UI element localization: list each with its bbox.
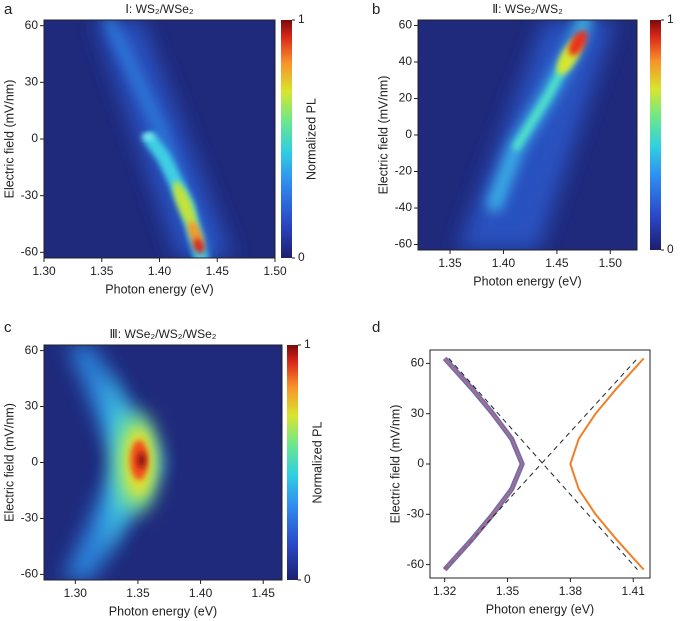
x-tick-label: 1.30: [64, 586, 88, 600]
x-tick-label: 1.40: [148, 264, 172, 278]
x-axis-label: Photon energy (eV): [105, 282, 213, 296]
x-tick-label: 1.40: [492, 256, 516, 270]
colorbar: [287, 345, 298, 580]
panel-title: Ⅱ: WSe₂/WS₂: [492, 2, 563, 16]
y-axis-label: Electric field (mV/nm): [376, 76, 390, 195]
x-axis-label: Photon energy (eV): [486, 602, 594, 616]
y-tick-label: 30: [411, 406, 425, 420]
heatmap-feature: [568, 30, 588, 56]
series-line: [569, 357, 645, 571]
x-tick-label: 1.45: [252, 586, 276, 600]
x-axis-label: Photon energy (eV): [109, 604, 217, 618]
x-tick-label: 1.50: [263, 264, 287, 278]
heatmap: [418, 20, 637, 250]
y-tick-label: 30: [25, 75, 39, 89]
x-tick-label: 1.32: [433, 584, 457, 598]
heatmap-feature: [173, 181, 197, 230]
y-tick-label: -60: [395, 237, 413, 251]
y-tick-label: 60: [25, 18, 39, 32]
panel: c Ⅲ: WSe₂/WS₂/WSe₂ 0 1 Normalized PL 1.30 1.35…: [2, 319, 324, 618]
panel: b Ⅱ: WSe₂/WS₂ 0 1 1.35 1.40 1.45 1.50 -60 -40 -20 0…: [372, 1, 674, 288]
colorbar-tick-label: 0: [298, 250, 305, 264]
y-tick-label: 60: [25, 343, 39, 357]
y-tick-label: 0: [405, 127, 412, 141]
heatmap: [44, 345, 282, 580]
x-tick-label: 1.45: [206, 264, 230, 278]
colorbar-tick-label: 1: [667, 12, 674, 26]
y-tick-label: -60: [21, 567, 39, 581]
series-line: [442, 356, 525, 572]
y-tick-label: 40: [399, 54, 413, 68]
x-tick-label: 1.35: [90, 264, 114, 278]
plot-frame: [429, 349, 651, 579]
heatmap-feature: [141, 133, 154, 140]
x-tick-label: 1.40: [189, 586, 213, 600]
x-axis-label: Photon energy (eV): [473, 274, 581, 288]
x-tick-label: 1.41: [622, 584, 646, 598]
x-tick-label: 1.35: [126, 586, 150, 600]
x-tick-label: 1.38: [559, 584, 583, 598]
x-tick-label: 1.45: [545, 256, 569, 270]
panel-letter: c: [4, 319, 12, 336]
y-tick-label: 20: [399, 91, 413, 105]
panel: d 1.32 1.35 1.38 1.41 -60 -30 0 30 60 Photon energ…: [372, 319, 651, 616]
colorbar-tick-label: 0: [304, 572, 311, 586]
series-line-inner: [444, 357, 524, 571]
y-tick-label: 0: [31, 131, 38, 145]
panel-title: Ⅰ: WS₂/WSe₂: [125, 2, 194, 16]
colorbar-tick-label: 0: [667, 242, 674, 256]
panel-letter: d: [372, 319, 380, 336]
y-axis-label: Electric field (mV/nm): [2, 403, 16, 522]
heatmap-feature: [193, 238, 205, 254]
panel-letter: a: [4, 1, 13, 18]
colorbar-tick-label: 1: [298, 12, 305, 26]
panel: a Ⅰ: WS₂/WSe₂ 0 1 Normalized PL 1.30 1.35 1.40 1…: [2, 1, 318, 296]
y-tick-label: 60: [399, 18, 413, 32]
y-tick-label: 0: [31, 455, 38, 469]
colorbar: [281, 20, 292, 258]
y-tick-label: 30: [25, 399, 39, 413]
y-axis-label: Electric field (mV/nm): [388, 405, 402, 524]
y-tick-label: -40: [395, 200, 413, 214]
y-tick-label: 0: [417, 456, 424, 470]
y-tick-label: -30: [21, 511, 39, 525]
series-line: [448, 358, 638, 570]
y-tick-label: 60: [411, 356, 425, 370]
panel-title: Ⅲ: WSe₂/WS₂/WSe₂: [110, 327, 217, 341]
y-tick-label: -30: [407, 506, 425, 520]
colorbar-label: Normalized PL: [310, 421, 324, 503]
y-axis-label: Electric field (mV/nm): [2, 80, 16, 199]
x-tick-label: 1.35: [438, 256, 462, 270]
x-tick-label: 1.30: [32, 264, 56, 278]
y-tick-label: -60: [21, 245, 39, 259]
y-tick-label: -20: [395, 164, 413, 178]
colorbar-tick-label: 1: [304, 337, 311, 351]
x-tick-label: 1.35: [496, 584, 520, 598]
colorbar-label: Normalized PL: [304, 98, 318, 180]
x-tick-label: 1.50: [599, 256, 623, 270]
heatmap-feature: [137, 452, 146, 469]
y-tick-label: -60: [407, 557, 425, 571]
heatmap: [44, 20, 275, 258]
y-tick-label: -30: [21, 188, 39, 202]
panel-letter: b: [372, 1, 380, 18]
colorbar: [650, 20, 661, 250]
